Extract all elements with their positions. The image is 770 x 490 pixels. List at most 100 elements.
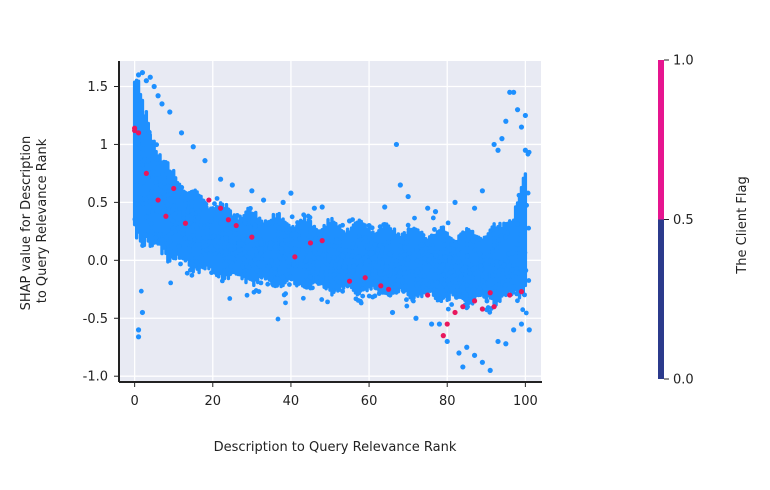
data-point: [140, 175, 146, 181]
data-point: [268, 275, 274, 280]
data-point: [301, 250, 306, 256]
data-point: [342, 264, 348, 269]
data-point: [187, 267, 193, 273]
client-flag-point: [217, 205, 224, 211]
data-point: [406, 227, 412, 232]
data-point: [393, 282, 399, 288]
data-point: [195, 215, 201, 221]
data-point: [409, 269, 415, 274]
data-point: [148, 221, 154, 227]
client-flag-point: [471, 298, 478, 304]
data-point-outlier: [143, 78, 149, 84]
data-point: [463, 268, 469, 274]
data-point: [454, 284, 460, 290]
data-point: [265, 281, 271, 287]
data-point: [284, 248, 290, 253]
data-point: [289, 232, 295, 238]
data-point: [327, 269, 333, 274]
data-point-outlier: [382, 204, 388, 210]
data-point: [179, 194, 185, 200]
data-point: [482, 270, 488, 276]
data-point: [253, 249, 259, 254]
data-point: [386, 239, 391, 245]
data-point: [203, 201, 209, 207]
data-point: [315, 279, 320, 285]
data-point: [425, 282, 431, 287]
data-point: [185, 209, 191, 215]
data-point: [304, 263, 310, 269]
data-point: [458, 273, 464, 279]
data-point: [430, 215, 436, 221]
data-point: [288, 237, 294, 242]
data-point: [268, 258, 274, 264]
data-point: [138, 195, 143, 201]
data-point: [403, 283, 408, 289]
client-flag-point: [452, 309, 458, 316]
data-point: [397, 243, 403, 249]
data-point: [441, 237, 446, 243]
data-point: [414, 247, 420, 253]
data-point: [319, 263, 325, 268]
data-point: [183, 201, 188, 206]
data-point: [509, 267, 515, 273]
data-point-outlier: [319, 204, 325, 210]
data-point: [460, 288, 466, 293]
data-point: [310, 268, 315, 274]
data-point: [371, 233, 376, 239]
data-point: [350, 268, 356, 274]
data-point: [236, 241, 242, 246]
data-point: [233, 250, 239, 256]
data-point: [228, 238, 234, 244]
data-point: [304, 270, 309, 275]
data-point: [228, 230, 233, 236]
data-point: [438, 295, 444, 301]
data-point: [477, 285, 483, 291]
data-point: [326, 257, 332, 263]
data-point: [370, 272, 375, 277]
data-point: [425, 241, 430, 247]
data-point: [418, 242, 424, 248]
data-point: [328, 262, 334, 268]
data-point-outlier: [155, 93, 161, 99]
data-point: [462, 264, 468, 270]
data-point: [161, 208, 166, 214]
data-point: [305, 254, 311, 260]
data-point: [369, 250, 375, 256]
client-flag-point: [233, 222, 239, 229]
y-axis-title-line-1: SHAP value for Description: [19, 136, 34, 311]
data-point: [212, 201, 217, 207]
data-point: [457, 239, 463, 245]
data-point: [145, 190, 151, 196]
data-point: [521, 223, 527, 229]
data-point: [166, 247, 171, 252]
colorbar-tick-label: 0.0: [673, 373, 694, 388]
data-point: [308, 227, 314, 232]
data-point: [526, 225, 532, 231]
data-point: [456, 251, 462, 257]
data-point-outlier: [190, 144, 196, 150]
data-point-outlier: [280, 199, 286, 205]
data-point: [258, 240, 264, 246]
data-point: [244, 292, 250, 298]
data-point-outlier: [518, 124, 525, 130]
data-point: [295, 227, 301, 232]
data-point: [258, 250, 264, 256]
colorbar-tick-label: 1.0: [673, 54, 694, 69]
data-point: [436, 269, 442, 275]
data-point: [366, 293, 372, 299]
data-point-outlier: [514, 107, 521, 113]
data-point: [329, 247, 334, 253]
client-flag-point: [491, 304, 497, 310]
colorbar-tick-label: 0.5: [673, 213, 694, 228]
data-point: [415, 253, 421, 259]
data-point: [433, 253, 439, 259]
data-point: [365, 270, 371, 275]
data-point-outlier: [432, 209, 439, 215]
data-point: [248, 259, 254, 265]
data-point: [266, 264, 272, 270]
data-point-outlier: [217, 176, 224, 182]
client-flag-point: [479, 306, 485, 312]
data-point: [357, 264, 363, 270]
client-flag-point: [460, 304, 466, 310]
data-point: [134, 111, 140, 117]
